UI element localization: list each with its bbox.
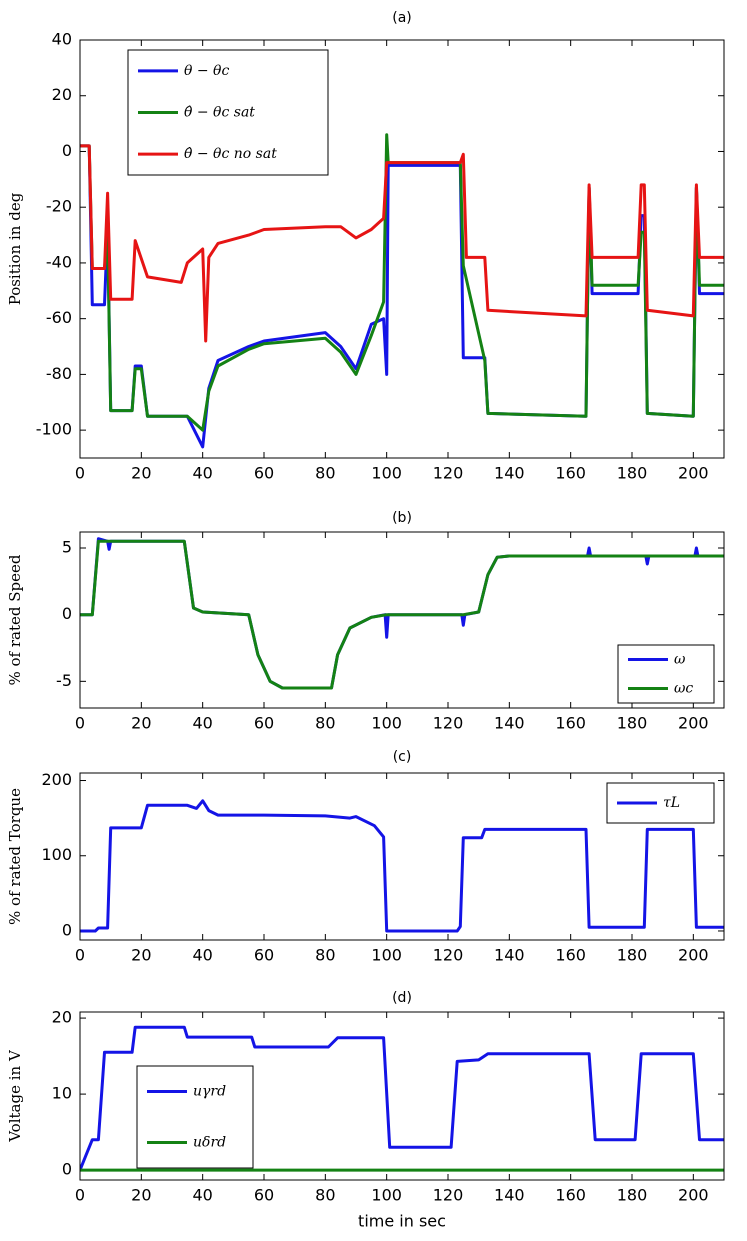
y-tick-label: 0 — [62, 141, 72, 160]
legend-label: θ − θc — [184, 63, 229, 79]
legend-label: ωc — [674, 681, 693, 697]
y-axis-label: Voltage in V — [6, 1049, 24, 1143]
legend-label: τL — [663, 795, 680, 811]
panel-title: (c) — [393, 749, 412, 765]
x-tick-label: 80 — [315, 946, 335, 965]
legend-label: θ̂ − θc no sat — [184, 146, 277, 162]
legend-box — [136, 1065, 254, 1169]
series-line — [80, 1025, 724, 1171]
x-tick-label: 80 — [315, 714, 335, 733]
series-line — [80, 799, 724, 933]
axes-frame — [79, 531, 725, 709]
axes-frame — [79, 39, 725, 459]
y-tick-label: 0 — [62, 920, 72, 939]
x-tick-label: 40 — [192, 1186, 212, 1205]
y-tick-label: 20 — [52, 85, 72, 104]
x-tick-label: 160 — [555, 1186, 586, 1205]
y-tick-label: 0 — [62, 604, 72, 623]
legend-label: uγrd — [193, 1084, 226, 1100]
x-tick-label: 60 — [254, 1186, 274, 1205]
y-tick-label: -80 — [46, 364, 72, 383]
y-axis-label: Position in deg — [6, 192, 24, 305]
x-tick-label: 0 — [75, 714, 85, 733]
series-line — [80, 144, 724, 343]
x-tick-label: 200 — [678, 1186, 709, 1205]
x-tick-label: 140 — [494, 946, 525, 965]
y-axis-label: % of rated Speed — [6, 554, 24, 685]
x-tick-label: 100 — [371, 946, 402, 965]
x-tick-label: 120 — [433, 1186, 464, 1205]
x-tick-label: 100 — [371, 1186, 402, 1205]
x-tick-label: 180 — [617, 1186, 648, 1205]
x-tick-label: 0 — [75, 946, 85, 965]
x-tick-label: 180 — [617, 714, 648, 733]
x-tick-label: 160 — [555, 714, 586, 733]
y-tick-label: 40 — [52, 30, 72, 49]
panel-title: (a) — [392, 10, 412, 26]
axes-frame — [79, 772, 725, 941]
x-tick-label: 120 — [433, 946, 464, 965]
legend-label: θ̂ − θc sat — [184, 105, 255, 121]
y-tick-label: -20 — [46, 197, 72, 216]
x-tick-label: 60 — [254, 946, 274, 965]
x-tick-label: 20 — [131, 1186, 151, 1205]
series-line — [80, 133, 724, 432]
x-tick-label: 200 — [678, 714, 709, 733]
x-tick-label: 200 — [678, 464, 709, 483]
legend-label: uδrd — [193, 1135, 226, 1151]
x-tick-label: 0 — [75, 464, 85, 483]
axes-frame — [79, 1011, 725, 1181]
x-axis-label: time in sec — [358, 1212, 446, 1231]
y-tick-label: -40 — [46, 252, 72, 271]
y-tick-label: 0 — [62, 1160, 72, 1179]
x-tick-label: 120 — [433, 714, 464, 733]
x-tick-label: 160 — [555, 946, 586, 965]
y-tick-label: -5 — [56, 671, 72, 690]
x-tick-label: 100 — [371, 464, 402, 483]
x-tick-label: 60 — [254, 464, 274, 483]
y-tick-label: 20 — [52, 1008, 72, 1027]
y-tick-label: -60 — [46, 308, 72, 327]
x-tick-label: 40 — [192, 464, 212, 483]
x-tick-label: 100 — [371, 714, 402, 733]
y-tick-label: 200 — [41, 770, 72, 789]
x-tick-label: 80 — [315, 1186, 335, 1205]
x-tick-label: 60 — [254, 714, 274, 733]
y-tick-label: 5 — [62, 538, 72, 557]
x-tick-label: 0 — [75, 1186, 85, 1205]
y-tick-label: -100 — [36, 420, 72, 439]
legend-label: ω — [674, 652, 686, 668]
panel-title: (b) — [392, 510, 412, 526]
x-tick-label: 40 — [192, 714, 212, 733]
x-tick-label: 160 — [555, 464, 586, 483]
x-tick-label: 200 — [678, 946, 709, 965]
x-tick-label: 80 — [315, 464, 335, 483]
series-line — [80, 539, 724, 690]
x-tick-label: 180 — [617, 464, 648, 483]
legend-box — [617, 644, 715, 704]
y-axis-label: % of rated Torque — [6, 788, 24, 925]
x-tick-label: 20 — [131, 946, 151, 965]
x-tick-label: 140 — [494, 714, 525, 733]
x-tick-label: 120 — [433, 464, 464, 483]
x-tick-label: 20 — [131, 464, 151, 483]
x-tick-label: 20 — [131, 714, 151, 733]
x-tick-label: 140 — [494, 1186, 525, 1205]
x-tick-label: 140 — [494, 464, 525, 483]
x-tick-label: 180 — [617, 946, 648, 965]
y-tick-label: 10 — [52, 1084, 72, 1103]
panel-title: (d) — [392, 990, 412, 1006]
y-tick-label: 100 — [41, 845, 72, 864]
x-tick-label: 40 — [192, 946, 212, 965]
